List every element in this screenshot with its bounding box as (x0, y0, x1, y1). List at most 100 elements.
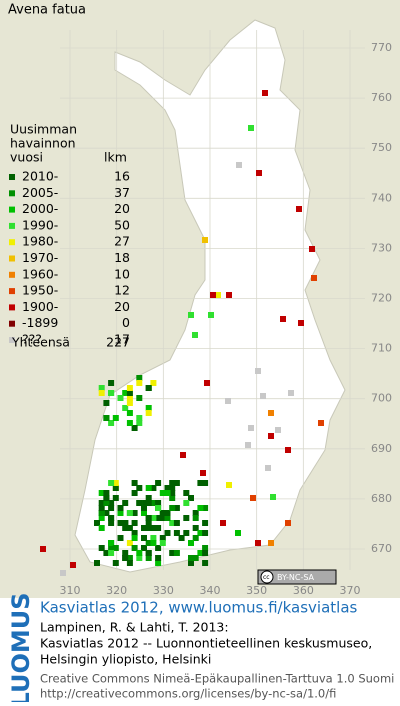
citation-line: Lampinen, R. & Lahti, T. 2013: (40, 620, 229, 635)
occurrence-square (159, 535, 166, 541)
occurrence-square (117, 535, 124, 541)
legend-label: 1950- (22, 283, 58, 298)
occurrence-square (296, 206, 302, 212)
occurrence-square (108, 380, 115, 386)
occurrence-square (248, 125, 254, 131)
occurrence-square (202, 480, 209, 486)
occurrence-square (226, 482, 232, 488)
occurrence-square (197, 480, 204, 486)
y-tick-label: 720 (371, 292, 392, 305)
occurrence-square (145, 410, 152, 416)
legend-count-heading: lkm (104, 150, 127, 165)
occurrence-square (145, 405, 152, 411)
occurrence-square (145, 550, 152, 556)
occurrence-square (136, 395, 143, 401)
occurrence-square (131, 425, 138, 431)
occurrence-square (145, 495, 152, 501)
logo: LUOMUS (7, 593, 35, 702)
y-tick-label: 750 (371, 141, 392, 154)
occurrence-square (183, 530, 190, 536)
occurrence-square (150, 540, 157, 546)
occurrence-square (126, 420, 133, 426)
occurrence-square (141, 510, 147, 516)
occurrence-square (98, 385, 105, 391)
occurrence-square (250, 495, 256, 501)
occurrence-square (126, 385, 133, 391)
occurrence-square (155, 525, 162, 531)
occurrence-square (288, 390, 294, 396)
legend-label: ??? (22, 332, 42, 347)
occurrence-square (98, 500, 105, 506)
occurrence-square (131, 520, 138, 526)
x-tick-label: 350 (246, 584, 267, 597)
occurrence-square (122, 390, 129, 396)
occurrence-square (260, 393, 266, 399)
occurrence-square (268, 410, 274, 416)
occurrence-square (220, 520, 226, 526)
x-tick-label: 330 (153, 584, 174, 597)
occurrence-square (108, 545, 115, 551)
occurrence-square (108, 500, 115, 506)
occurrence-square (245, 442, 251, 448)
occurrence-square (94, 520, 100, 526)
legend-count: 18 (114, 250, 130, 265)
citation-line: Kasviatlas 2012 -- Luonnontieteellinen k… (40, 636, 372, 651)
legend-label: 2010- (22, 169, 58, 184)
occurrence-square (136, 555, 143, 561)
occurrence-square (192, 525, 199, 531)
occurrence-square (155, 500, 162, 506)
occurrence-square (126, 560, 133, 566)
legend-label: 1970- (22, 250, 58, 265)
occurrence-square (145, 555, 152, 561)
legend-swatch (9, 206, 15, 213)
occurrence-square (155, 560, 162, 566)
occurrence-square (131, 545, 138, 551)
legend-label: 2000- (22, 201, 58, 216)
occurrence-square (126, 525, 133, 531)
occurrence-square (112, 495, 119, 501)
legend-swatch (9, 190, 15, 197)
occurrence-square (265, 465, 271, 471)
occurrence-square (108, 505, 115, 511)
occurrence-square (280, 316, 286, 322)
legend-swatch (9, 222, 15, 229)
occurrence-square (155, 545, 162, 551)
occurrence-square (108, 515, 115, 521)
occurrence-square (131, 490, 138, 496)
occurrence-square (136, 550, 143, 556)
legend-label: -1899 (22, 315, 58, 330)
occurrence-square (136, 380, 143, 386)
occurrence-square (145, 385, 152, 391)
occurrence-square (98, 490, 105, 496)
occurrence-square (202, 237, 208, 243)
occurrence-square (188, 555, 194, 561)
legend-count: 50 (114, 217, 130, 232)
occurrence-square (192, 555, 199, 561)
y-tick-label: 730 (371, 241, 392, 254)
occurrence-square (122, 405, 129, 411)
occurrence-square (275, 427, 281, 433)
y-tick-label: 740 (371, 191, 392, 204)
occurrence-square (131, 510, 138, 516)
occurrence-square (159, 515, 166, 521)
license-line: Creative Commons Nimeä-Epäkaupallinen-Ta… (40, 672, 394, 686)
occurrence-square (117, 510, 124, 516)
legend-count: 16 (114, 169, 130, 184)
occurrence-square (126, 390, 133, 396)
occurrence-square (122, 525, 129, 531)
occurrence-square (202, 505, 209, 511)
legend-total: 227 (106, 335, 130, 350)
occurrence-square (164, 490, 171, 496)
occurrence-square (103, 550, 110, 556)
occurrence-square (150, 485, 157, 491)
occurrence-square (236, 162, 242, 168)
occurrence-square (208, 312, 214, 318)
cc-badge: cc BY-NC-SA (257, 569, 337, 585)
occurrence-square (112, 545, 119, 551)
occurrence-square (126, 410, 133, 416)
occurrence-square (285, 447, 291, 453)
occurrence-square (210, 292, 216, 298)
occurrence-square (202, 520, 209, 526)
legend-label: 1900- (22, 299, 58, 314)
occurrence-square (150, 380, 157, 386)
